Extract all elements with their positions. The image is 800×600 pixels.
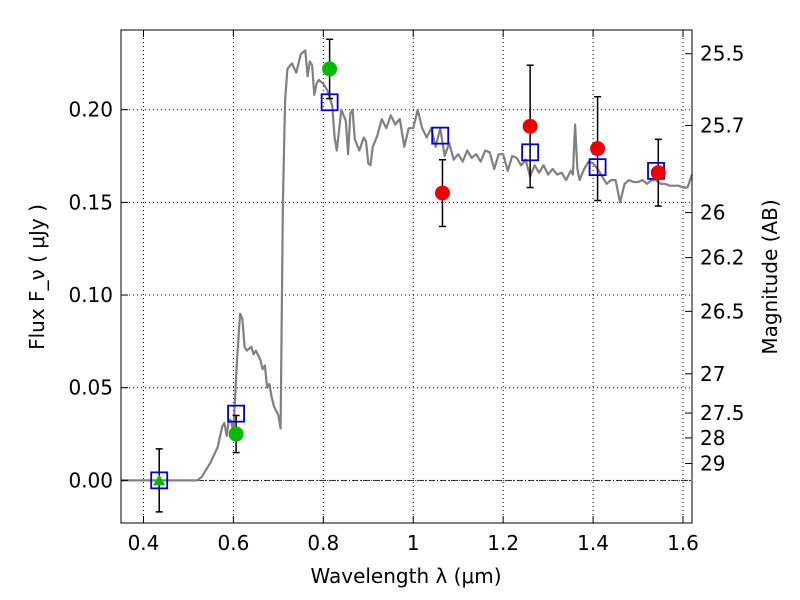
nir-data-point <box>590 141 606 157</box>
y2-tick-label: 29 <box>700 452 725 476</box>
y2-tick-label: 26.5 <box>700 299 745 323</box>
x-tick-label: 1 <box>407 531 420 555</box>
x-tick-label: 0.8 <box>307 531 339 555</box>
nir-data-point <box>650 165 666 181</box>
y-axis-label: Flux F_ν ( μJy ) <box>25 204 49 350</box>
model-photometry-square <box>320 93 339 112</box>
grid-lines <box>121 30 692 523</box>
optical-data-point <box>322 61 338 77</box>
x-axis-ticks: 0.4 0.6 0.8 1 1.2 1.4 1.6 <box>128 30 699 555</box>
model-photometry-square <box>431 126 450 145</box>
optical-data-point <box>228 426 244 442</box>
plot-frame <box>120 29 693 524</box>
y2-tick-label: 27.5 <box>700 401 745 425</box>
y2-tick-label: 27 <box>700 362 725 386</box>
x-axis-label: Wavelength λ (μm) <box>310 564 501 588</box>
data-markers <box>150 61 666 490</box>
model-sed-line <box>121 49 694 482</box>
model-photometry-square <box>588 158 607 177</box>
y-tick-label: 0.20 <box>68 98 113 122</box>
model-photometry-square <box>521 143 540 162</box>
nir-data-point <box>522 118 538 134</box>
x-tick-label: 1.6 <box>667 531 699 555</box>
y-tick-label: 0.05 <box>68 376 113 400</box>
x-tick-label: 1.4 <box>577 531 609 555</box>
y-tick-label: 0.15 <box>68 190 113 214</box>
y2-tick-label: 28 <box>700 426 725 450</box>
y2-axis-label: Magnitude (AB) <box>758 199 782 354</box>
y2-tick-label: 25.5 <box>700 42 745 66</box>
y2-tick-label: 25.7 <box>700 113 745 137</box>
y2-tick-label: 26 <box>700 201 725 225</box>
y-tick-label: 0.00 <box>68 468 113 492</box>
y-axis-ticks: 0.00 0.05 0.10 0.15 0.20 <box>68 98 128 492</box>
model-photometry-square <box>150 471 169 490</box>
x-tick-label: 0.6 <box>217 531 249 555</box>
y-tick-label: 0.10 <box>68 283 113 307</box>
model-photometry-square <box>227 404 245 423</box>
model-sed-group <box>121 49 694 482</box>
y2-tick-label: 26.2 <box>700 246 745 270</box>
x-tick-label: 1.2 <box>487 531 519 555</box>
nir-data-point <box>434 185 450 201</box>
x-tick-label: 0.4 <box>128 531 160 555</box>
upper-limit-triangle <box>153 474 166 486</box>
